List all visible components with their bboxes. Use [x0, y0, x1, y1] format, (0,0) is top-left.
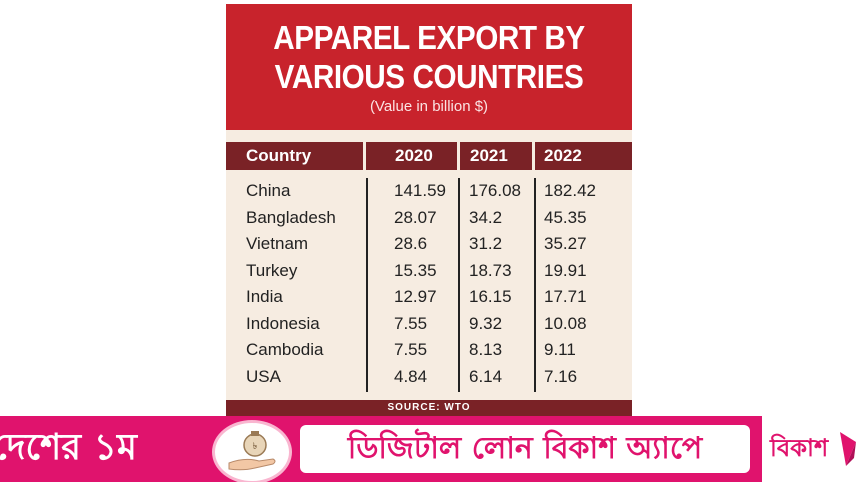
value-2020-cell: 12.97: [394, 287, 437, 306]
header-2022: 2022: [544, 146, 582, 165]
export-table: Country 2020 2021 2022 China 141.59 176.…: [226, 130, 632, 400]
country-cell: India: [246, 287, 283, 306]
value-2022-cell: 45.35: [544, 207, 587, 227]
table-body: China 141.59 176.08 182.42 Bangladesh 28…: [226, 178, 632, 390]
country-cell: Turkey: [246, 260, 298, 280]
header-divider: [457, 142, 460, 170]
ad-headline-right: ডিজিটাল লোন বিকাশ অ্যাপে: [300, 425, 750, 473]
title-box: APPAREL EXPORT BY VARIOUS COUNTRIES (Val…: [226, 4, 632, 130]
title-line-1: APPAREL EXPORT BY: [273, 19, 585, 56]
ad-banner[interactable]: দেশের ১ম ৳ ডিজিটাল লোন বিকাশ অ্যাপে বিকা…: [0, 416, 857, 482]
svg-text:৳: ৳: [253, 442, 258, 452]
value-2021-cell: 16.15: [469, 287, 512, 306]
header-divider: [363, 142, 366, 170]
country-cell: China: [246, 181, 291, 200]
subtitle: (Value in billion $): [369, 98, 489, 115]
header-2020: 2020: [395, 146, 433, 165]
bkash-logo-text: বিকাশ: [770, 434, 829, 462]
value-2021-cell: 8.13: [469, 340, 503, 359]
apparel-export-infographic: APPAREL EXPORT BY VARIOUS COUNTRIES (Val…: [226, 4, 632, 416]
country-cell: Cambodia: [246, 340, 324, 359]
value-2020-cell: 7.55: [394, 313, 428, 333]
value-2020-cell: 28.6: [394, 234, 428, 253]
header-country: Country: [246, 146, 312, 165]
value-2022-cell: 19.91: [544, 260, 587, 280]
value-2022-cell: 35.27: [544, 234, 587, 253]
table-row: USA 4.84 6.14 7.16: [226, 364, 632, 391]
value-2022-cell: 9.11: [544, 340, 576, 359]
table-row: Indonesia 7.55 9.32 10.08: [226, 311, 632, 338]
table-row: China 141.59 176.08 182.42: [226, 178, 632, 205]
value-2020-cell: 141.59: [394, 181, 446, 200]
money-bag-hand-icon: ৳: [212, 420, 292, 482]
value-2020-cell: 4.84: [394, 366, 428, 386]
table-row: Cambodia 7.55 8.13 9.11: [226, 337, 632, 364]
value-2021-cell: 6.14: [469, 366, 503, 386]
header-divider: [532, 142, 535, 170]
column-divider: [366, 178, 368, 392]
column-divider: [458, 178, 460, 392]
value-2020-cell: 28.07: [394, 207, 437, 227]
value-2021-cell: 9.32: [469, 313, 503, 333]
value-2021-cell: 34.2: [469, 207, 503, 227]
value-2021-cell: 18.73: [469, 260, 512, 280]
table-header-row: Country 2020 2021 2022: [226, 142, 632, 170]
header-2021: 2021: [470, 146, 508, 165]
table-row: India 12.97 16.15 17.71: [226, 284, 632, 311]
table-row: Vietnam 28.6 31.2 35.27: [226, 231, 632, 258]
table-row: Bangladesh 28.07 34.2 45.35: [226, 205, 632, 232]
ad-headline-left: দেশের ১ম: [0, 427, 137, 468]
country-cell: USA: [246, 366, 281, 386]
value-2020-cell: 15.35: [394, 260, 437, 280]
country-cell: Indonesia: [246, 313, 320, 333]
value-2022-cell: 7.16: [544, 366, 578, 386]
value-2021-cell: 176.08: [469, 181, 521, 200]
value-2022-cell: 17.71: [544, 287, 587, 306]
value-2022-cell: 182.42: [544, 181, 596, 200]
value-2020-cell: 7.55: [394, 340, 428, 359]
value-2022-cell: 10.08: [544, 313, 587, 333]
source-bar: SOURCE: WTO: [226, 400, 632, 416]
table-row: Turkey 15.35 18.73 19.91: [226, 258, 632, 285]
title-line-2: VARIOUS COUNTRIES: [274, 58, 584, 95]
country-cell: Bangladesh: [246, 207, 336, 227]
bkash-bird-icon: [840, 432, 856, 466]
ad-pink-strip[interactable]: দেশের ১ম ৳ ডিজিটাল লোন বিকাশ অ্যাপে: [0, 416, 762, 482]
column-divider: [534, 178, 536, 392]
value-2021-cell: 31.2: [469, 234, 503, 253]
country-cell: Vietnam: [246, 234, 309, 253]
